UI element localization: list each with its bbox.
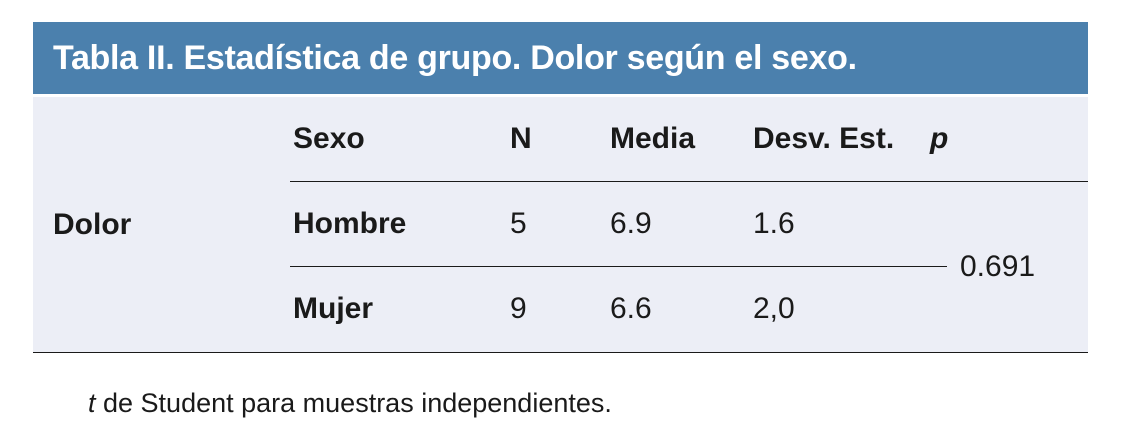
footnote-text: de Student para muestras independientes. <box>95 388 612 418</box>
cell-p-value: 0.691 <box>960 249 1036 283</box>
column-header-n: N <box>510 122 532 155</box>
cell-sexo: Hombre <box>293 207 407 240</box>
column-header-sexo: Sexo <box>293 122 365 155</box>
table-data-section: Hombre 5 6.9 1.6 Mujer 9 6.6 2,0 0.691 <box>290 182 1088 352</box>
cell-desv-est: 2,0 <box>753 292 795 326</box>
table-data-rows: Hombre 5 6.9 1.6 Mujer 9 6.6 2,0 <box>290 182 947 352</box>
column-header-desv-est: Desv. Est. <box>753 122 895 155</box>
column-header-media: Media <box>610 122 696 155</box>
footnote-t-symbol: t <box>88 388 96 418</box>
cell-sexo: Mujer <box>293 292 374 326</box>
table-body: Dolor Sexo N Media Desv. Est. p Hombre 5… <box>33 97 1088 353</box>
cell-n: 9 <box>510 292 527 326</box>
cell-n: 5 <box>510 207 527 240</box>
row-group-label: Dolor <box>53 207 132 241</box>
table-title-bar: Tabla II. Estadística de grupo. Dolor se… <box>33 22 1088 94</box>
statistics-table: Tabla II. Estadística de grupo. Dolor se… <box>33 22 1088 418</box>
cell-media: 6.6 <box>610 292 652 326</box>
table-footnote: t de Student para muestras independiente… <box>88 388 612 419</box>
table-grid: Sexo N Media Desv. Est. p Hombre 5 6.9 1… <box>290 97 1088 352</box>
table-title: Tabla II. Estadística de grupo. Dolor se… <box>53 38 857 77</box>
column-header-p: p <box>930 122 949 155</box>
cell-media: 6.9 <box>610 207 652 240</box>
cell-desv-est: 1.6 <box>753 207 795 240</box>
table-row-mujer: Mujer 9 6.6 2,0 <box>290 267 947 352</box>
table-row-hombre: Hombre 5 6.9 1.6 <box>290 182 947 267</box>
table-header-row: Sexo N Media Desv. Est. p <box>290 97 1088 182</box>
